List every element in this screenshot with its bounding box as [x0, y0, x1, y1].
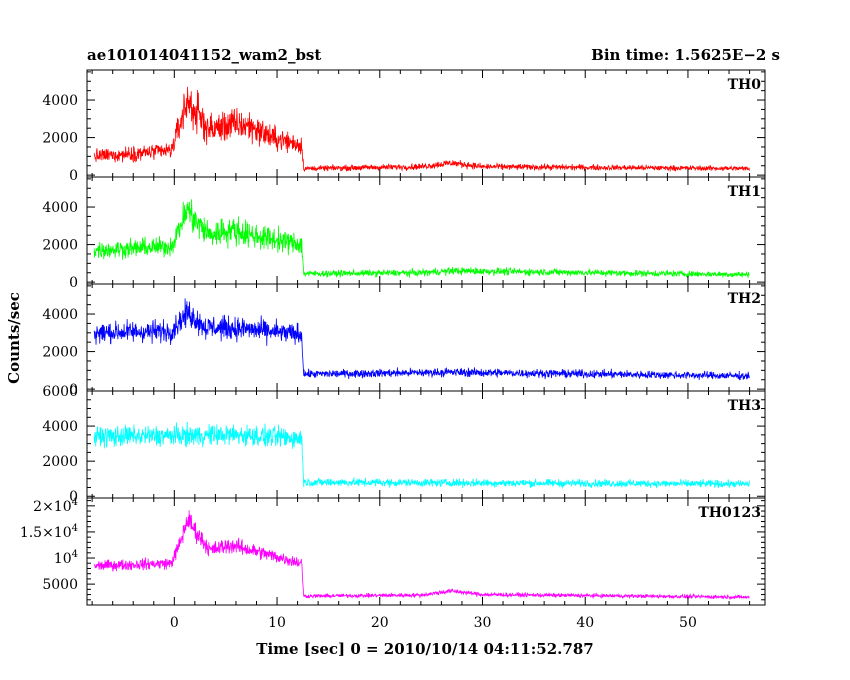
y-tick-label: 4000: [42, 419, 78, 435]
panels: 020004000TH0020004000TH1020004000TH20200…: [20, 69, 766, 631]
y-tick-label: 6000: [42, 384, 78, 400]
y-tick-label: 2×104: [33, 497, 78, 515]
y-tick-label: 0: [69, 168, 78, 184]
y-tick-label: 2000: [42, 454, 78, 470]
y-axis-label: Counts/sec: [5, 292, 23, 384]
series-line-th2: [93, 298, 750, 381]
y-tick-label-exponent: 4: [72, 497, 78, 508]
x-tick-label: 0: [170, 615, 179, 631]
panel-label-th2: TH2: [728, 291, 761, 307]
y-tick-label-base: 2×10: [33, 499, 71, 515]
y-tick-label: 0: [69, 489, 78, 505]
x-tick-label: 20: [371, 615, 389, 631]
x-axis-label: Time [sec] 0 = 2010/10/14 04:11:52.787: [256, 640, 593, 658]
y-tick-label: 0: [69, 382, 78, 398]
y-tick-label: 2000: [42, 131, 78, 147]
y-tick-label: 2000: [42, 238, 78, 254]
y-tick-label-base: 10: [54, 551, 72, 567]
panel-label-th0: TH0: [728, 77, 762, 93]
series-line-th0123: [93, 510, 750, 600]
series-line-th1: [93, 199, 750, 278]
panel-frame: [86, 497, 766, 606]
y-tick-label-exponent: 4: [72, 549, 78, 560]
panel-frame: [86, 176, 766, 285]
y-tick-label-base: 1.5×10: [20, 525, 72, 541]
panel-label-th3: TH3: [728, 398, 761, 414]
y-tick-label: 2000: [42, 345, 78, 361]
chart-title-left: ae101014041152_wam2_bst: [87, 46, 321, 64]
y-tick-label: 4000: [42, 307, 78, 323]
y-tick-label: 5000: [42, 577, 78, 593]
panel-th2: 0 2000 4000 TH2: [42, 283, 766, 398]
series-line-th3: [93, 421, 750, 490]
panel-frame: [86, 69, 766, 178]
y-tick-label: 4000: [42, 93, 78, 109]
panel-th1: 0 2000 4000 TH1: [42, 176, 766, 291]
y-tick-label: 104: [54, 549, 78, 567]
y-tick-label-exponent: 4: [72, 523, 78, 534]
x-tick-label: 30: [474, 615, 492, 631]
panel-label-th1: TH1: [728, 184, 761, 200]
chart-title-right: Bin time: 1.5625E−2 s: [591, 46, 780, 64]
x-tick-label: 50: [679, 615, 697, 631]
series-line-th0: [93, 86, 750, 172]
panel-th0: 0 2000 4000 TH0: [42, 69, 766, 184]
y-tick-label: 1.5×104: [20, 523, 78, 541]
panel-label-th0123: TH0123: [698, 505, 761, 521]
x-tick-label: 40: [576, 615, 594, 631]
y-tick-label: 0: [69, 275, 78, 291]
x-tick-label: 10: [268, 615, 286, 631]
y-tick-label: 4000: [42, 200, 78, 216]
panel-th3: 0 2000 4000 6000 TH3: [42, 384, 766, 505]
